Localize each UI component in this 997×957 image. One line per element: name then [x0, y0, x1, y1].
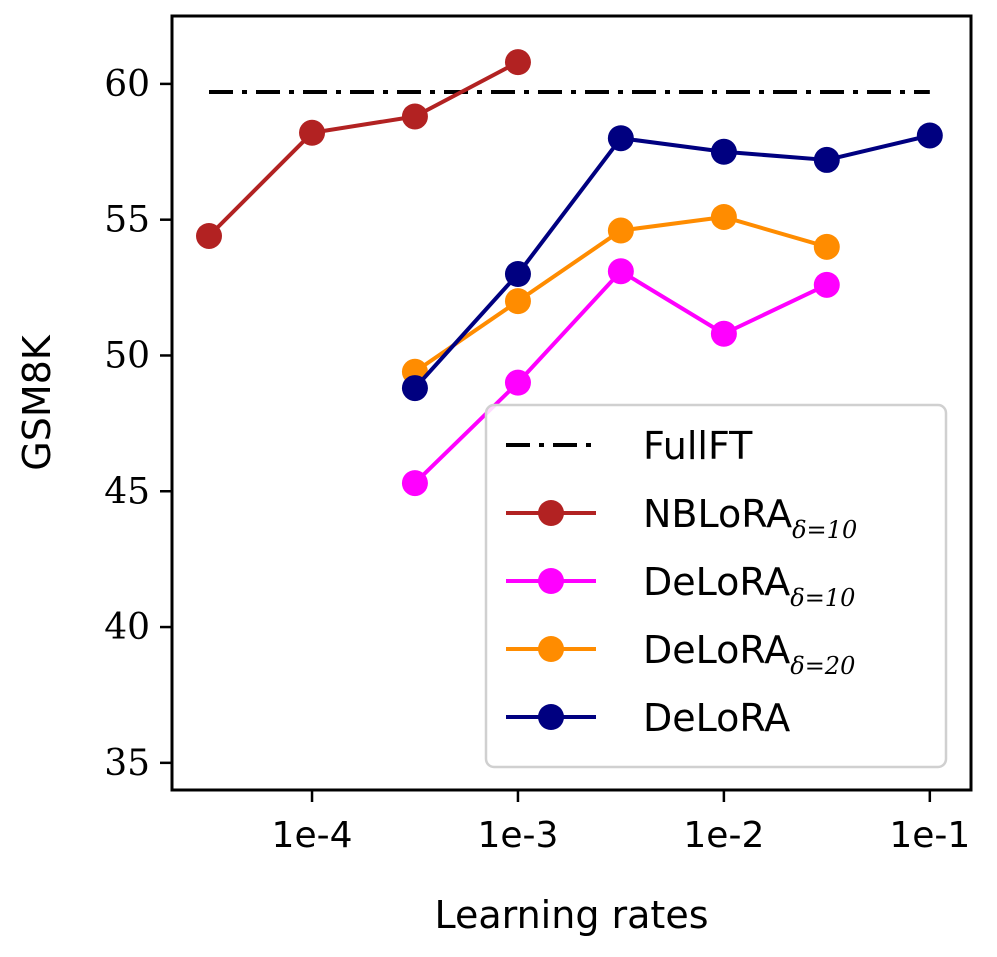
legend-label-delora-d20: DeLoRAδ=20 — [643, 628, 855, 680]
series-line-delora — [413, 133, 931, 390]
series-line-nblora-d10 — [207, 60, 519, 238]
y-tick-label: 35 — [104, 743, 150, 784]
legend-subscript: δ=20 — [790, 652, 855, 680]
legend: FullFTNBLoRAδ=10DeLoRAδ=10DeLoRAδ=20DeLo… — [484, 403, 948, 769]
data-point-delora — [401, 375, 428, 402]
y-tick-label: 60 — [104, 64, 150, 105]
data-point-delora-d10 — [710, 320, 737, 347]
legend-label-fullft: FullFT — [643, 424, 753, 468]
axis-ticks: 35 40 45 50 55 60 1e-4 1e-3 1e-2 1e-1 — [104, 64, 970, 856]
y-tick-label: 55 — [104, 200, 150, 241]
legend-marker-delora — [538, 704, 564, 730]
data-point-nblora-d10 — [299, 119, 326, 146]
data-point-delora-d10 — [813, 271, 840, 298]
series-delora — [401, 122, 943, 402]
y-tick-label: 50 — [104, 335, 150, 376]
legend-name: FullFT — [643, 424, 753, 468]
legend-item-delora: DeLoRA — [506, 696, 790, 740]
data-point-delora — [607, 125, 634, 152]
data-point-delora-d20 — [504, 288, 531, 315]
data-point-delora-d20 — [607, 217, 634, 244]
series-nblora-d10 — [196, 49, 531, 249]
legend-marker-delora-d10 — [538, 568, 564, 594]
y-tick-label: 45 — [104, 471, 150, 512]
series-delora-d10 — [401, 258, 840, 497]
legend-subscript: δ=10 — [790, 584, 855, 612]
legend-item-fullft: FullFT — [506, 424, 753, 468]
legend-label-nblora-d10: NBLoRAδ=10 — [643, 492, 857, 544]
legend-box — [484, 403, 948, 769]
legend-marker-delora-d20 — [538, 636, 564, 662]
data-point-delora-d10 — [401, 470, 428, 497]
data-point-delora-d20 — [813, 233, 840, 260]
y-tick-label: 40 — [104, 607, 150, 648]
legend-label-delora: DeLoRA — [643, 696, 790, 740]
legend-item-nblora-d10: NBLoRAδ=10 — [506, 492, 857, 544]
legend-item-delora-d10: DeLoRAδ=10 — [506, 560, 855, 612]
plot-frame — [170, 14, 973, 792]
x-axis-label: Learning rates — [434, 893, 708, 937]
data-point-nblora-d10 — [504, 49, 531, 76]
legend-name: DeLoRA — [643, 560, 790, 604]
data-point-delora — [504, 261, 531, 287]
legend-item-delora-d20: DeLoRAδ=20 — [506, 628, 855, 680]
x-tick-label: 1e-4 — [272, 815, 353, 856]
plot-area — [196, 49, 943, 497]
data-point-delora-d10 — [504, 369, 531, 396]
data-point-delora — [916, 122, 943, 149]
data-point-delora-d10 — [607, 258, 634, 285]
y-axis-label: GSM8K — [15, 334, 59, 471]
data-point-nblora-d10 — [401, 103, 428, 130]
x-tick-label: 1e-1 — [889, 815, 970, 856]
legend-label-delora-d10: DeLoRAδ=10 — [643, 560, 855, 612]
data-point-delora-d20 — [710, 203, 737, 230]
legend-name: NBLoRA — [643, 492, 792, 536]
x-tick-label: 1e-2 — [683, 815, 764, 856]
legend-name: DeLoRA — [643, 628, 790, 672]
data-point-delora — [813, 146, 840, 173]
data-point-nblora-d10 — [196, 222, 223, 249]
data-point-delora — [710, 138, 737, 165]
legend-name: DeLoRA — [643, 696, 790, 740]
legend-subscript: δ=10 — [792, 516, 857, 544]
legend-marker-nblora-d10 — [538, 500, 564, 526]
x-tick-label: 1e-3 — [477, 815, 558, 856]
